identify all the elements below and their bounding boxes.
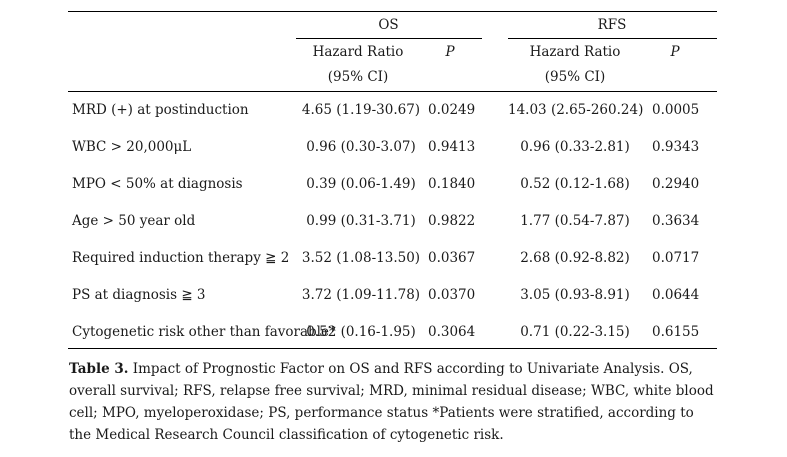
os-p-cell: 0.1840 xyxy=(428,176,476,192)
rfs-hr-header-line2: (95% CI) xyxy=(544,69,606,85)
os-p-cell: 0.9822 xyxy=(428,213,476,229)
top-rule xyxy=(68,11,717,12)
bottom-rule xyxy=(68,348,717,349)
rfs-hr-cell: 0.96 (0.33-2.81) xyxy=(520,139,630,155)
factor-cell: Age > 50 year old xyxy=(72,213,196,229)
rfs-p-cell: 0.2940 xyxy=(652,176,700,192)
header-rule xyxy=(68,91,717,92)
factor-cell: MPO < 50% at diagnosis xyxy=(72,176,243,192)
rfs-hr-cell: 14.03 (2.65-260.24) xyxy=(508,102,644,118)
factor-cell: PS at diagnosis ≧ 3 xyxy=(72,287,206,303)
rfs-p-cell: 0.0005 xyxy=(652,102,700,118)
rfs-p-cell: 0.0717 xyxy=(652,250,700,266)
factor-cell: WBC > 20,000μL xyxy=(72,139,192,155)
os-hr-cell: 0.39 (0.06-1.49) xyxy=(306,176,416,192)
os-p-cell: 0.3064 xyxy=(428,324,476,340)
rfs-hr-cell: 0.71 (0.22-3.15) xyxy=(520,324,630,340)
rfs-p-cell: 0.0644 xyxy=(652,287,700,303)
rfs-p-header: P xyxy=(670,44,680,60)
os-hr-cell: 3.52 (1.08-13.50) xyxy=(301,250,421,266)
header-os: OS xyxy=(378,17,399,33)
os-hr-header-line1: Hazard Ratio xyxy=(312,44,404,60)
os-p-cell: 0.0249 xyxy=(428,102,476,118)
os-hr-header-line2: (95% CI) xyxy=(327,69,389,85)
rfs-hr-header-line1: Hazard Ratio xyxy=(529,44,621,60)
table-caption: Table 3. Impact of Prognostic Factor on … xyxy=(69,358,719,446)
rfs-hr-cell: 0.52 (0.12-1.68) xyxy=(520,176,630,192)
os-hr-cell: 0.52 (0.16-1.95) xyxy=(306,324,416,340)
rfs-hr-cell: 1.77 (0.54-7.87) xyxy=(520,213,630,229)
os-p-cell: 0.9413 xyxy=(428,139,476,155)
factor-cell: Required induction therapy ≧ 2 xyxy=(72,250,290,266)
os-hr-cell: 0.96 (0.30-3.07) xyxy=(306,139,416,155)
rfs-p-cell: 0.6155 xyxy=(652,324,700,340)
os-hr-cell: 0.99 (0.31-3.71) xyxy=(306,213,416,229)
rfs-hr-cell: 2.68 (0.92-8.82) xyxy=(520,250,630,266)
os-p-header: P xyxy=(445,44,455,60)
os-hr-cell: 4.65 (1.19-30.67) xyxy=(301,102,421,118)
rfs-hr-cell: 3.05 (0.93-8.91) xyxy=(520,287,630,303)
factor-cell: Cytogenetic risk other than favorable* xyxy=(72,324,336,340)
caption-label: Table 3. xyxy=(69,361,129,377)
header-rfs: RFS xyxy=(597,17,627,33)
os-hr-cell: 3.72 (1.09-11.78) xyxy=(301,287,421,303)
os-p-cell: 0.0367 xyxy=(428,250,476,266)
factor-cell: MRD (+) at postinduction xyxy=(72,102,249,118)
rfs-group-rule xyxy=(508,38,717,39)
rfs-p-cell: 0.3634 xyxy=(652,213,700,229)
os-group-rule xyxy=(296,38,482,39)
rfs-p-cell: 0.9343 xyxy=(652,139,700,155)
os-p-cell: 0.0370 xyxy=(428,287,476,303)
caption-text: Impact of Prognostic Factor on OS and RF… xyxy=(69,361,714,443)
